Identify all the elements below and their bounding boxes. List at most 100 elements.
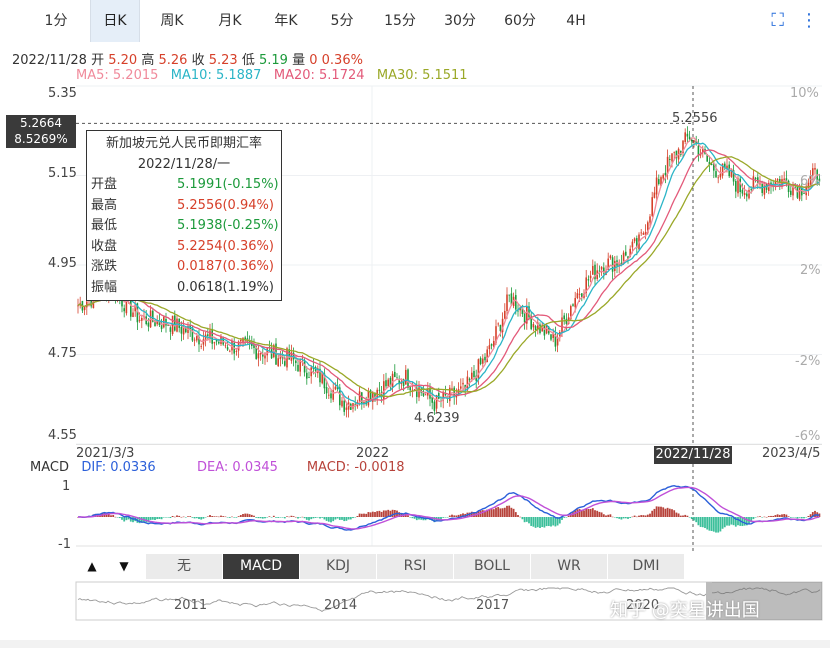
macd-bar — [558, 517, 561, 524]
macd-bar — [701, 517, 704, 528]
macd-bar — [462, 513, 464, 517]
macd-bar — [198, 517, 200, 520]
macd-bar — [235, 517, 238, 518]
more-icon[interactable]: ⋮ — [800, 10, 818, 31]
macd-bar — [380, 511, 383, 517]
candle-body — [715, 171, 717, 178]
tab-3[interactable]: 月K — [218, 13, 242, 29]
candle-body — [713, 162, 715, 171]
tab-5[interactable]: 5分 — [330, 13, 354, 29]
candle-body — [644, 232, 647, 236]
macd-bar — [543, 517, 546, 528]
cursor-date-label: 2022/11/28 — [654, 446, 732, 464]
candle-body — [814, 167, 816, 170]
macd-bar — [116, 517, 119, 518]
tooltip-key: 开盘 — [91, 177, 118, 192]
tooltip-date: 2022/11/28/一 — [137, 157, 231, 172]
macd-bar — [162, 517, 165, 518]
macd-bar — [556, 517, 559, 526]
indicator-tab[interactable]: 无 — [146, 554, 223, 579]
tab-0[interactable]: 1分 — [44, 13, 68, 29]
candle-body — [323, 373, 326, 389]
macd-bar — [539, 517, 541, 529]
candle-body — [614, 260, 616, 271]
ma10-label: MA10: 5.1887 — [170, 68, 262, 83]
tab-6[interactable]: 15分 — [384, 13, 416, 29]
candle-body — [334, 386, 337, 390]
ma30-label: MA30: 5.1511 — [376, 68, 468, 83]
candle-body — [543, 325, 546, 336]
macd-bar — [642, 515, 645, 517]
macd-bar — [352, 517, 354, 519]
candle-body — [435, 394, 438, 409]
open-value: 5.20 — [108, 53, 138, 68]
macd-bar — [398, 512, 401, 517]
macd-bar — [437, 517, 440, 520]
candle-body — [572, 304, 574, 306]
prev-arrow-icon[interactable]: ▲ — [76, 554, 108, 579]
macd-bar — [781, 514, 783, 517]
tab-7[interactable]: 30分 — [444, 13, 476, 29]
tab-9[interactable]: 4H — [566, 13, 586, 29]
macd-bar — [319, 517, 321, 519]
macd-bar — [508, 505, 511, 517]
macd-bar — [488, 508, 491, 517]
macd-bar — [327, 517, 330, 522]
candle-body — [528, 306, 530, 318]
cursor-price: 5.2664 — [20, 116, 62, 130]
candle-body — [405, 369, 407, 385]
tab-1[interactable]: 日K — [90, 0, 140, 42]
candle-body — [138, 319, 141, 321]
macd-bar — [290, 515, 293, 517]
candle-body — [794, 187, 796, 189]
footer-bar — [0, 640, 830, 648]
candle-body — [686, 133, 689, 137]
tab-8[interactable]: 60分 — [504, 13, 536, 29]
indicator-tab[interactable]: MACD — [223, 554, 300, 579]
indicator-tab[interactable]: DMI — [608, 554, 685, 579]
tab-4[interactable]: 年K — [274, 13, 298, 29]
macd-bar — [598, 511, 601, 517]
macd-bar — [277, 517, 280, 518]
macd-bar — [732, 517, 735, 526]
fullscreen-icon[interactable]: ⛶ — [771, 10, 784, 31]
candle-body — [735, 180, 737, 192]
candle-body — [649, 216, 651, 223]
macd-bar — [385, 510, 387, 517]
candle-body — [429, 387, 431, 399]
macd-bar — [129, 517, 132, 522]
macd-bar — [264, 517, 266, 519]
candle-body — [477, 359, 480, 379]
macd-bar — [783, 514, 786, 517]
macd-bar — [479, 510, 482, 517]
macd-bar — [517, 515, 519, 517]
candle-body — [647, 222, 649, 233]
candle-body — [669, 158, 671, 160]
candle-body — [264, 353, 266, 359]
tooltip-key: 涨跌 — [91, 259, 118, 274]
macd-bar — [244, 513, 247, 517]
indicator-tab[interactable]: KDJ — [300, 554, 377, 579]
candle-body — [411, 389, 414, 391]
macd-bar — [356, 516, 359, 517]
candle-body — [576, 293, 579, 299]
macd-bar — [800, 517, 803, 519]
indicator-tab[interactable]: BOLL — [454, 554, 531, 579]
navigator-selection — [712, 582, 822, 620]
indicator-tab[interactable]: RSI — [377, 554, 454, 579]
tab-2[interactable]: 周K — [160, 13, 184, 29]
indicator-tab[interactable]: WR — [531, 554, 608, 579]
macd-bar — [261, 517, 264, 519]
tooltip-key: 最低 — [91, 218, 118, 233]
tooltip-row: 开盘 5.1991(-0.15%) — [87, 175, 281, 196]
macd-bar — [534, 517, 537, 528]
candle-body — [130, 298, 132, 317]
candle-body — [809, 176, 812, 185]
next-arrow-icon[interactable]: ▼ — [108, 554, 140, 579]
pct-tick: -6% — [795, 429, 821, 444]
macd-bar — [358, 513, 361, 517]
candle-body — [224, 345, 227, 347]
macd-bar — [288, 516, 291, 518]
candle-body — [812, 168, 814, 176]
